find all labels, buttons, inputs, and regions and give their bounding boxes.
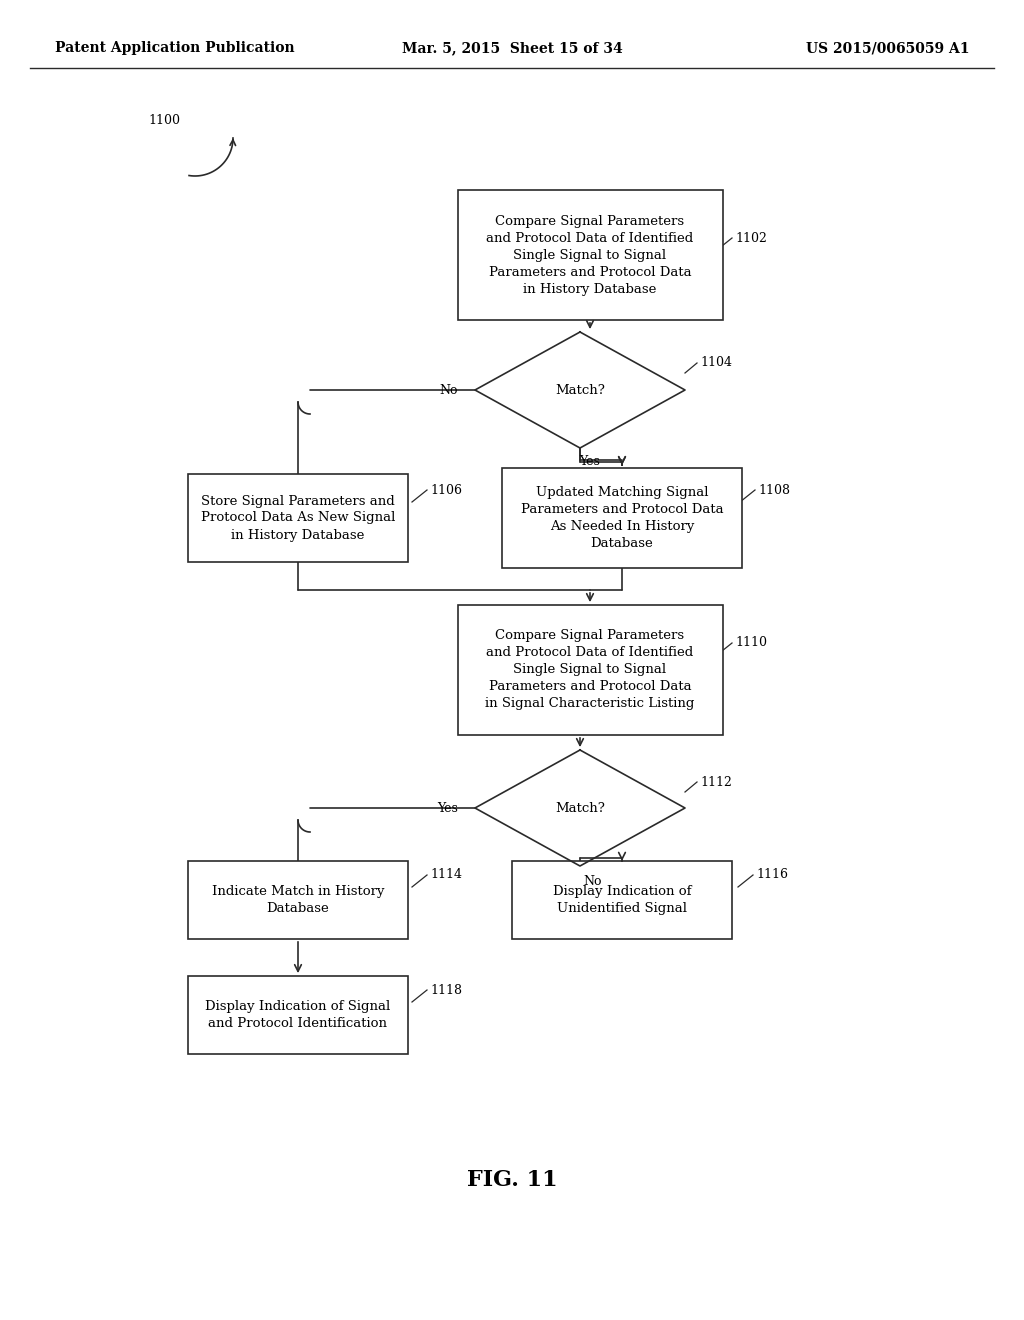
Text: US 2015/0065059 A1: US 2015/0065059 A1 (807, 41, 970, 55)
Text: Display Indication of Signal
and Protocol Identification: Display Indication of Signal and Protoco… (206, 1001, 390, 1030)
Text: 1118: 1118 (430, 983, 462, 997)
Text: 1106: 1106 (430, 483, 462, 496)
Text: 1104: 1104 (700, 356, 732, 370)
Bar (188, 861, 408, 939)
Text: 1112: 1112 (700, 776, 732, 788)
Text: 1102: 1102 (735, 231, 767, 244)
Text: FIG. 11: FIG. 11 (467, 1170, 557, 1191)
Text: Indicate Match in History
Database: Indicate Match in History Database (212, 884, 384, 915)
Text: No: No (439, 384, 458, 396)
Text: Updated Matching Signal
Parameters and Protocol Data
As Needed In History
Databa: Updated Matching Signal Parameters and P… (520, 486, 723, 550)
Polygon shape (475, 750, 685, 866)
Bar (188, 474, 408, 562)
Text: 1116: 1116 (756, 869, 788, 882)
Polygon shape (475, 333, 685, 447)
Text: Mar. 5, 2015  Sheet 15 of 34: Mar. 5, 2015 Sheet 15 of 34 (401, 41, 623, 55)
Text: Match?: Match? (555, 801, 605, 814)
Bar (188, 975, 408, 1053)
Text: 1108: 1108 (758, 483, 790, 496)
Text: Compare Signal Parameters
and Protocol Data of Identified
Single Signal to Signa: Compare Signal Parameters and Protocol D… (486, 214, 693, 296)
Bar (458, 190, 723, 319)
Text: Store Signal Parameters and
Protocol Data As New Signal
in History Database: Store Signal Parameters and Protocol Dat… (201, 495, 395, 541)
Text: 1110: 1110 (735, 636, 767, 649)
Text: 1114: 1114 (430, 869, 462, 882)
Text: Display Indication of
Unidentified Signal: Display Indication of Unidentified Signa… (553, 884, 691, 915)
Text: Match?: Match? (555, 384, 605, 396)
Bar (512, 861, 732, 939)
Text: Yes: Yes (580, 455, 600, 469)
Text: Yes: Yes (437, 801, 458, 814)
Bar (502, 469, 742, 568)
Text: Compare Signal Parameters
and Protocol Data of Identified
Single Signal to Signa: Compare Signal Parameters and Protocol D… (485, 630, 694, 710)
Text: 1100: 1100 (148, 114, 180, 127)
Bar (458, 605, 723, 735)
Text: Patent Application Publication: Patent Application Publication (55, 41, 295, 55)
Text: No: No (583, 875, 601, 888)
